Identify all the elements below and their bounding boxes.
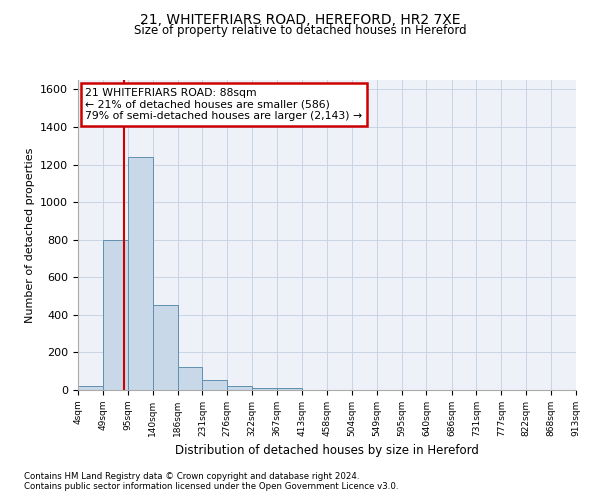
Text: Size of property relative to detached houses in Hereford: Size of property relative to detached ho… xyxy=(134,24,466,37)
Bar xyxy=(202,380,227,390)
Text: 21, WHITEFRIARS ROAD, HEREFORD, HR2 7XE: 21, WHITEFRIARS ROAD, HEREFORD, HR2 7XE xyxy=(140,12,460,26)
X-axis label: Distribution of detached houses by size in Hereford: Distribution of detached houses by size … xyxy=(175,444,479,458)
Text: Contains HM Land Registry data © Crown copyright and database right 2024.: Contains HM Land Registry data © Crown c… xyxy=(24,472,359,481)
Bar xyxy=(252,388,277,390)
Bar xyxy=(178,366,202,390)
Bar xyxy=(277,388,302,390)
Text: Contains public sector information licensed under the Open Government Licence v3: Contains public sector information licen… xyxy=(24,482,398,491)
Bar xyxy=(128,157,152,390)
Y-axis label: Number of detached properties: Number of detached properties xyxy=(25,148,35,322)
Bar xyxy=(152,306,178,390)
Bar xyxy=(103,240,128,390)
Bar xyxy=(78,386,103,390)
Bar xyxy=(227,386,252,390)
Text: 21 WHITEFRIARS ROAD: 88sqm
← 21% of detached houses are smaller (586)
79% of sem: 21 WHITEFRIARS ROAD: 88sqm ← 21% of deta… xyxy=(85,88,362,121)
